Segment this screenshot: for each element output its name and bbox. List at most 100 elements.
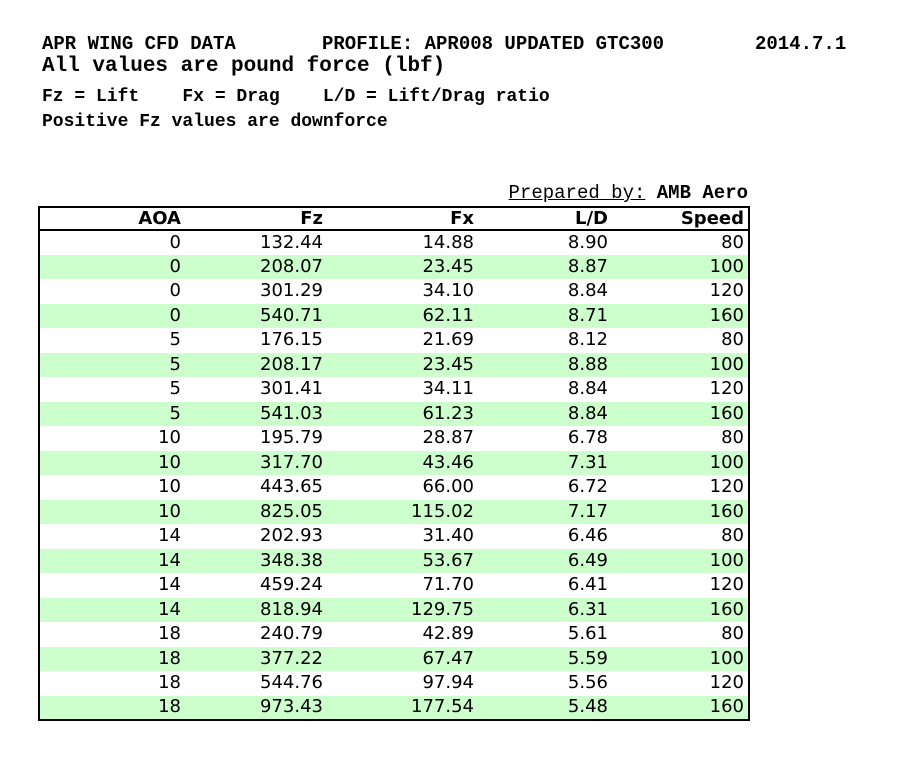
table-cell: 18 xyxy=(158,647,181,669)
table-cell: 5.56 xyxy=(567,672,608,694)
table-row: 14 202.93 31.40 6.46 80 xyxy=(39,524,749,549)
table-cell: 160 xyxy=(709,304,744,326)
table-cell: 5 xyxy=(169,329,181,351)
table-row: 10 443.65 66.00 6.72 120 xyxy=(39,475,749,500)
table-cell: 8.87 xyxy=(567,255,608,277)
table-cell: 43.46 xyxy=(422,451,474,473)
table-cell: 6.31 xyxy=(567,598,608,620)
table-cell: 160 xyxy=(709,500,744,522)
table-cell: 66.00 xyxy=(422,476,474,498)
table-row: 10 825.05 115.02 7.17 160 xyxy=(39,499,749,524)
table-cell: 8.90 xyxy=(567,231,608,253)
table-cell: 18 xyxy=(158,696,181,718)
table-cell: 5 xyxy=(169,378,181,400)
table-cell: 62.11 xyxy=(422,304,474,326)
table-row: 10 195.79 28.87 6.78 80 xyxy=(39,426,749,451)
table-cell: 0 xyxy=(169,255,181,277)
prepared-by-value: AMB Aero xyxy=(656,182,748,204)
legend-line: Fz = Lift Fx = Drag L/D = Lift/Drag rati… xyxy=(42,87,550,107)
table-cell: 540.71 xyxy=(260,304,323,326)
table-row: 14 348.38 53.67 6.49 100 xyxy=(39,548,749,573)
table-cell: 34.11 xyxy=(422,378,474,400)
table-cell: 120 xyxy=(709,476,744,498)
table-cell: 14 xyxy=(158,525,181,547)
table-row: 18 544.76 97.94 5.56 120 xyxy=(39,671,749,696)
table-cell: 160 xyxy=(709,696,744,718)
table-cell: 825.05 xyxy=(260,500,323,522)
table-cell: 0 xyxy=(169,304,181,326)
table-row: 18 973.43 177.54 5.48 160 xyxy=(39,695,749,720)
table-cell: 459.24 xyxy=(260,574,323,596)
table-cell: 61.23 xyxy=(422,402,474,424)
table-cell: 202.93 xyxy=(260,525,323,547)
table-cell: 18 xyxy=(158,672,181,694)
table-cell: 120 xyxy=(709,574,744,596)
prepared-by-line: Prepared by: AMB Aero xyxy=(38,182,748,204)
table-cell: 100 xyxy=(709,255,744,277)
table-cell: 5.59 xyxy=(567,647,608,669)
table-cell: 195.79 xyxy=(260,427,323,449)
table-cell: 240.79 xyxy=(260,623,323,645)
table-cell: 120 xyxy=(709,672,744,694)
table-cell: 10 xyxy=(158,451,181,473)
table-cell: 5.48 xyxy=(567,696,608,718)
table-cell: 80 xyxy=(721,329,744,351)
title-row: APR WING CFD DATA PROFILE: APR008 UPDATE… xyxy=(0,33,910,55)
table-cell: 18 xyxy=(158,623,181,645)
table-cell: 443.65 xyxy=(260,476,323,498)
table-cell: 8.84 xyxy=(567,280,608,302)
table-cell: 208.07 xyxy=(260,255,323,277)
table-cell: 34.10 xyxy=(422,280,474,302)
table-cell: 14 xyxy=(158,598,181,620)
table-cell: 115.02 xyxy=(411,500,474,522)
table-cell: 5.61 xyxy=(567,623,608,645)
table-row: 0 132.44 14.88 8.90 80 xyxy=(39,230,749,255)
column-header-speed: Speed xyxy=(612,207,749,231)
table-row: 0 540.71 62.11 8.71 160 xyxy=(39,303,749,328)
table-cell: 10 xyxy=(158,427,181,449)
table-cell: 80 xyxy=(721,231,744,253)
table-cell: 14.88 xyxy=(422,231,474,253)
table-cell: 6.78 xyxy=(567,427,608,449)
prepared-by-space xyxy=(645,182,656,204)
table-row: 5 176.15 21.69 8.12 80 xyxy=(39,328,749,353)
table-cell: 176.15 xyxy=(260,329,323,351)
table-cell: 100 xyxy=(709,451,744,473)
table-cell: 80 xyxy=(721,525,744,547)
table-cell: 97.94 xyxy=(422,672,474,694)
table-cell: 8.84 xyxy=(567,402,608,424)
prepared-by-label: Prepared by: xyxy=(508,182,646,204)
table-cell: 301.29 xyxy=(260,280,323,302)
column-header-fx: Fx xyxy=(327,207,478,231)
table-cell: 317.70 xyxy=(260,451,323,473)
table-cell: 5 xyxy=(169,402,181,424)
table-cell: 7.17 xyxy=(567,500,608,522)
table-row: 5 301.41 34.11 8.84 120 xyxy=(39,377,749,402)
table-cell: 100 xyxy=(709,549,744,571)
table-cell: 10 xyxy=(158,476,181,498)
table-cell: 348.38 xyxy=(260,549,323,571)
table-cell: 21.69 xyxy=(422,329,474,351)
table-row: 10 317.70 43.46 7.31 100 xyxy=(39,450,749,475)
table-cell: 8.71 xyxy=(567,304,608,326)
table-cell: 160 xyxy=(709,598,744,620)
column-header-aoa: AOA xyxy=(39,207,185,231)
table-cell: 377.22 xyxy=(260,647,323,669)
table-cell: 100 xyxy=(709,647,744,669)
version-label: 2014.7.1 xyxy=(755,33,847,55)
cfd-results-table: AOA Fz Fx L/D Speed 0 132.44 14.88 8.90 80 0 208.0… xyxy=(38,206,750,721)
table-cell: 6.72 xyxy=(567,476,608,498)
table-row: 5 208.17 23.45 8.88 100 xyxy=(39,352,749,377)
table-cell: 120 xyxy=(709,378,744,400)
table-row: 0 301.29 34.10 8.84 120 xyxy=(39,279,749,304)
table-row: 18 377.22 67.47 5.59 100 xyxy=(39,646,749,671)
table-cell: 129.75 xyxy=(411,598,474,620)
table-cell: 8.88 xyxy=(567,353,608,375)
table-row: 14 818.94 129.75 6.31 160 xyxy=(39,597,749,622)
downforce-note: Positive Fz values are downforce xyxy=(42,112,388,132)
table-cell: 31.40 xyxy=(422,525,474,547)
table-header-row: AOA Fz Fx L/D Speed xyxy=(39,207,749,231)
table-cell: 23.45 xyxy=(422,255,474,277)
column-header-l-d: L/D xyxy=(478,207,612,231)
